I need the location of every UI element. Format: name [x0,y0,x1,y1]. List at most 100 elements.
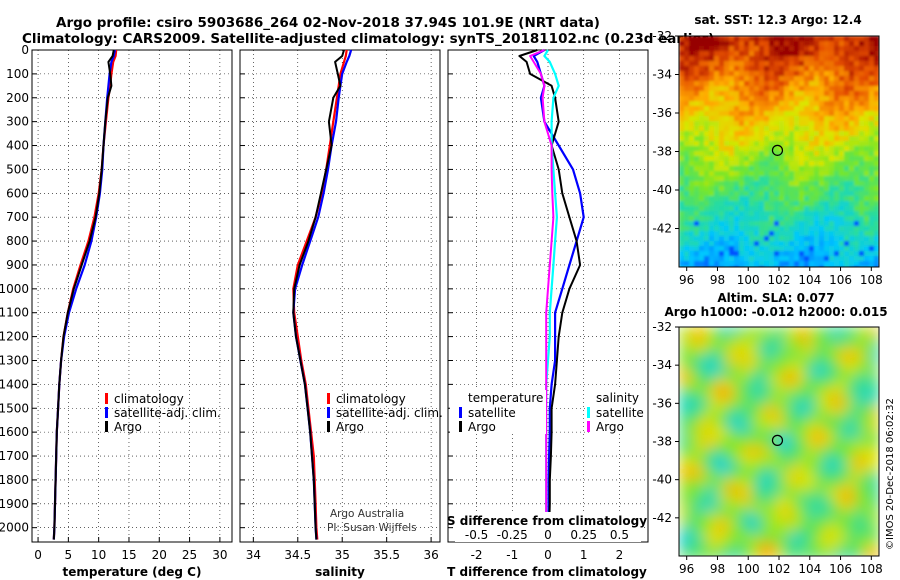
sst-cell [744,116,750,122]
sla-cell [743,431,752,440]
sst-cell [829,231,835,237]
sst-cell [734,181,740,187]
sla-cell [775,399,784,408]
sla-cell [767,447,776,456]
sst-cell [709,131,715,137]
sla-cell [703,447,712,456]
sla-cell [751,327,760,336]
sla-cell [703,415,712,424]
sst-cell [739,256,745,262]
sst-cell [764,176,770,182]
depth-tick-label: 0 [21,43,29,57]
sla-cell [831,399,840,408]
sla-cell [679,335,688,344]
sst-cell [849,146,855,152]
sst-cell [689,131,695,137]
sst-cell [809,76,815,82]
sst-cell [699,251,705,257]
sst-cell [809,126,815,132]
sst-cell [779,166,785,172]
sla-cell [719,327,728,336]
sst-cell [829,101,835,107]
sst-cell [724,211,730,217]
sst-cell [774,91,780,97]
sla-cell [743,383,752,392]
sst-cell [719,51,725,57]
depth-tick-label: 1700 [0,449,29,463]
sla-cell [863,471,872,480]
sla-cell [791,359,800,368]
sst-cell [689,36,695,42]
sla-cell [799,343,808,352]
sst-cell [714,256,720,262]
sst-cell [809,81,815,87]
sst-cell [849,91,855,97]
sla-cell [767,439,776,448]
sst-cell [874,141,879,147]
sst-cell [864,121,870,127]
sla-cell [775,487,784,496]
sst-cell [814,121,820,127]
sst-cell [839,176,845,182]
sst-cell [769,96,775,102]
sst-cell [724,201,730,207]
lat-tick-label: -42 [652,511,672,525]
lon-tick-label: 104 [798,562,821,576]
sst-cell [829,126,835,132]
sst-cell [679,96,685,102]
sla-cell [847,391,856,400]
sla-cell [687,511,696,520]
sla-cell [871,383,879,392]
sla-cell [823,359,832,368]
sst-cell [689,41,695,47]
sst-cell [874,161,879,167]
sst-cell [689,241,695,247]
sst-cell [704,51,710,57]
sst-cell [829,71,835,77]
sst-cell [724,196,730,202]
sst-cell [739,261,745,267]
sst-cell [854,91,860,97]
sst-cell [794,191,800,197]
sla-cell [695,399,704,408]
sst-cell [774,236,780,242]
sla-cell [783,383,792,392]
sst-cell [859,91,865,97]
sst-cell [704,91,710,97]
sla-cell [735,359,744,368]
sla-cell [711,495,720,504]
sla-cell [767,471,776,480]
sst-cell [704,221,710,227]
sla-cell [719,479,728,488]
sst-cell [869,111,875,117]
sla-cell [863,535,872,544]
sla-cell [783,535,792,544]
sst-cell [794,186,800,192]
sla-cell [831,495,840,504]
sla-cell [687,551,696,556]
sst-cell [829,116,835,122]
sst-cell [709,126,715,132]
sst-cell [819,216,825,222]
sla-cell [751,335,760,344]
sst-cell [699,161,705,167]
sst-cell [869,81,875,87]
sst-cell [769,111,775,117]
sla-cell [727,351,736,360]
legend-label-salinity-argo: Argo [596,420,624,434]
sla-cell [759,503,768,512]
sst-cell [734,236,740,242]
sla-cell [711,447,720,456]
sst-cell [719,36,725,42]
sst-cell [779,251,785,257]
sst-cell [704,201,710,207]
sst-cell [789,141,795,147]
sst-cell [719,76,725,82]
sst-cell [764,91,770,97]
sst-cell [804,121,810,127]
sst-cell [824,36,830,42]
sst-cell [769,181,775,187]
sla-cell [743,527,752,536]
sla-cell [831,423,840,432]
sla-cell [767,399,776,408]
